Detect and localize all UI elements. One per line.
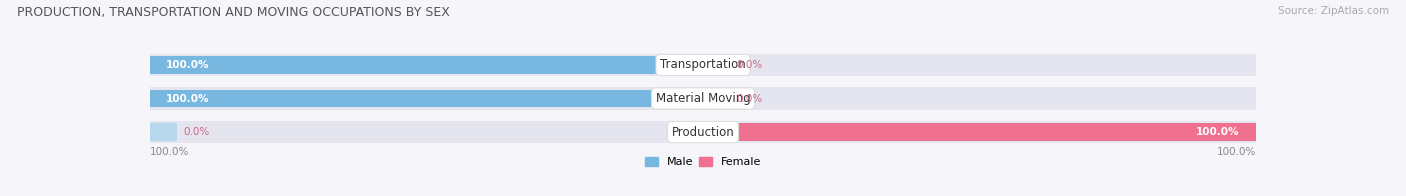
Text: Material Moving: Material Moving (655, 92, 751, 105)
Bar (703, 56, 731, 74)
Bar (149, 87, 1257, 110)
Text: 0.0%: 0.0% (183, 127, 209, 137)
Bar (703, 123, 1257, 141)
Text: 100.0%: 100.0% (166, 60, 209, 70)
Bar (149, 56, 703, 74)
Bar (149, 123, 177, 141)
Text: 100.0%: 100.0% (1218, 147, 1257, 157)
Text: Transportation: Transportation (661, 58, 745, 71)
Text: Source: ZipAtlas.com: Source: ZipAtlas.com (1278, 6, 1389, 16)
Text: 100.0%: 100.0% (149, 147, 188, 157)
Text: 100.0%: 100.0% (1197, 127, 1240, 137)
Bar (149, 121, 1257, 143)
Text: PRODUCTION, TRANSPORTATION AND MOVING OCCUPATIONS BY SEX: PRODUCTION, TRANSPORTATION AND MOVING OC… (17, 6, 450, 19)
Bar (703, 90, 731, 107)
Text: 100.0%: 100.0% (166, 93, 209, 103)
Text: 0.0%: 0.0% (737, 93, 762, 103)
Text: 0.0%: 0.0% (737, 60, 762, 70)
Bar (149, 90, 703, 107)
Text: Production: Production (672, 126, 734, 139)
Bar (149, 54, 1257, 76)
Legend: Male, Female: Male, Female (644, 157, 762, 167)
